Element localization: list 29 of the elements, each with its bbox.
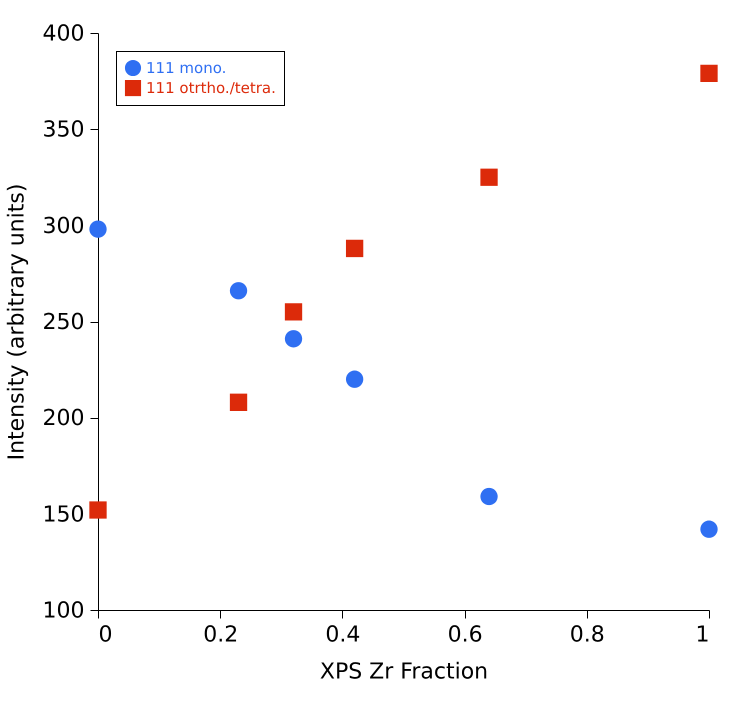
y-tick-label: 250	[42, 310, 84, 335]
x-tick-label: 0.8	[570, 622, 605, 648]
point	[284, 303, 302, 321]
x-tick-label: 0.4	[325, 622, 360, 648]
x-tick-label: 1	[696, 622, 710, 648]
point	[230, 394, 248, 411]
legend-label: 111 mono.	[146, 59, 226, 77]
y-tick-label: 300	[42, 214, 84, 239]
x-axis-title: XPS Zr Fraction	[320, 660, 488, 684]
legend-label: 111 otrtho./tetra.	[146, 79, 276, 97]
y-tick-label: 100	[42, 598, 84, 624]
point	[480, 488, 498, 506]
point	[346, 240, 364, 258]
point	[230, 282, 248, 300]
point	[700, 64, 718, 82]
x-tick-label: 0.2	[203, 622, 238, 648]
y-tick-label: 200	[42, 406, 84, 432]
y-tick-label: 400	[42, 22, 84, 46]
point	[346, 370, 364, 388]
y-axis-title: Intensity (arbitrary units)	[4, 184, 30, 460]
point	[480, 168, 498, 186]
y-tick-label: 350	[42, 118, 84, 143]
x-tick-label: 0	[98, 622, 112, 648]
point	[89, 501, 107, 519]
point	[700, 520, 718, 538]
point	[284, 330, 302, 348]
y-tick-label: 150	[42, 502, 84, 528]
x-tick-label: 0.6	[448, 622, 483, 648]
point	[89, 220, 107, 238]
